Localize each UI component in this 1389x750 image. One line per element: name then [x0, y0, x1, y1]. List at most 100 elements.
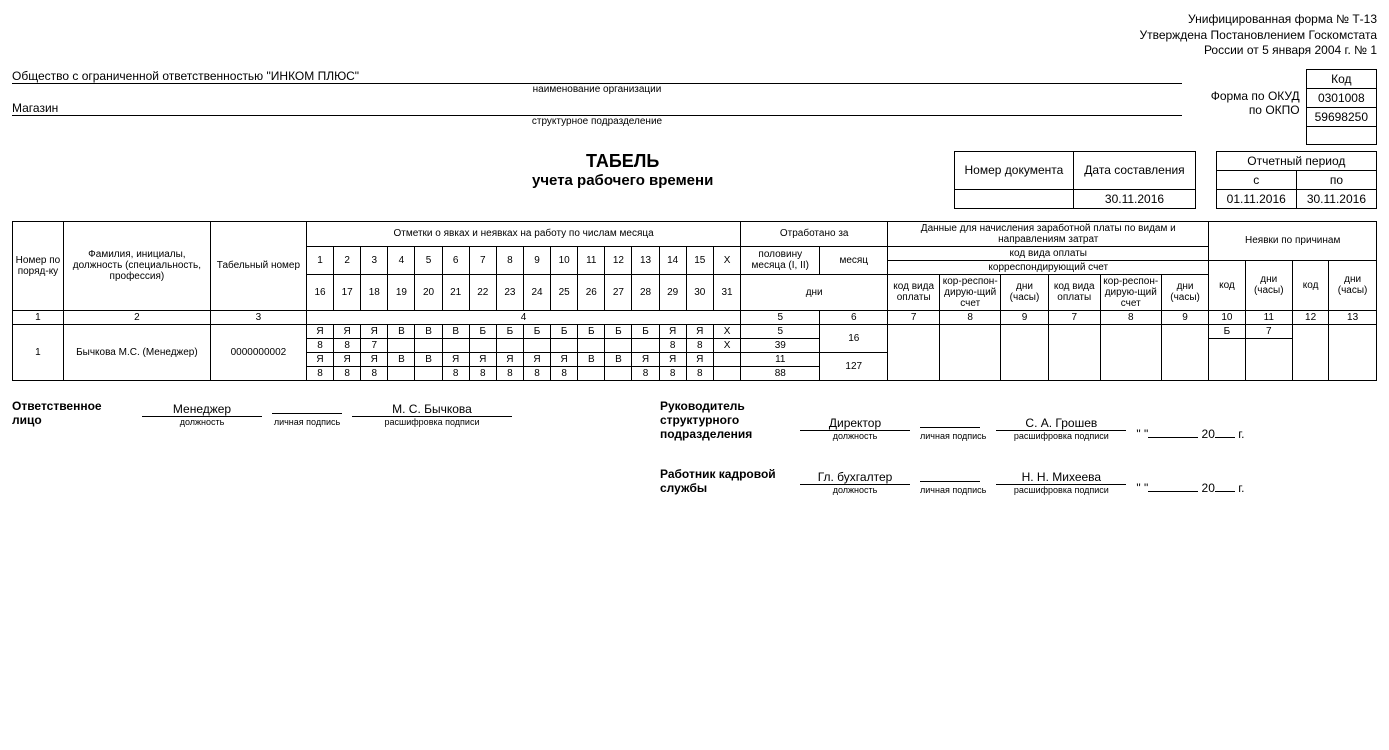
head-title: Руководитель структурного подразделения [660, 399, 790, 441]
d28: 28 [632, 274, 659, 310]
row-num: 1 [13, 324, 64, 380]
dX: X [713, 246, 740, 274]
col-4: Отметки о явках и неявках на работу по ч… [306, 221, 740, 246]
d4: 4 [388, 246, 415, 274]
title-main: ТАБЕЛЬ [532, 151, 713, 172]
col-8r: кор-респон-дирую-щий счет [1100, 274, 1161, 310]
period-from-label: с [1216, 170, 1296, 189]
d14: 14 [659, 246, 686, 274]
d24: 24 [523, 274, 550, 310]
col-1: Номер по поряд-ку [13, 221, 64, 310]
okud-label: Форма по ОКУД [1211, 89, 1306, 103]
doc-info: Номер документа Дата составления 30.11.2… [954, 151, 1378, 209]
d13: 13 [632, 246, 659, 274]
org-dept-caption: структурное подразделение [12, 116, 1182, 127]
d22: 22 [469, 274, 496, 310]
col-8: кор-респон-дирую-щий счет [940, 274, 1001, 310]
cn10: 10 [1209, 310, 1245, 324]
cn2: 2 [63, 310, 210, 324]
form-header-line3: России от 5 января 2004 г. № 1 [12, 43, 1377, 59]
d7: 7 [469, 246, 496, 274]
code-empty [1306, 126, 1376, 144]
d12: 12 [605, 246, 632, 274]
d1: 1 [306, 246, 333, 274]
head-pos: Директор [800, 416, 910, 431]
head-sign [920, 427, 980, 428]
period-label: Отчетный период [1216, 151, 1376, 170]
d23: 23 [496, 274, 523, 310]
okpo-label: по ОКПО [1211, 103, 1306, 117]
col-10-13: Неявки по причинам [1209, 221, 1377, 260]
doc-date: 30.11.2016 [1074, 189, 1195, 208]
data-row-1a: 1 Бычкова М.С. (Менеджер) 0000000002 ЯЯЯ… [13, 324, 1377, 338]
doc-date-label: Дата составления [1074, 151, 1195, 189]
hr-name: Н. Н. Михеева [996, 470, 1126, 485]
d21: 21 [442, 274, 469, 310]
period-to-label: по [1296, 170, 1376, 189]
d3: 3 [361, 246, 388, 274]
head-name: С. А. Грошев [996, 416, 1126, 431]
month-hours: 127 [820, 352, 888, 380]
col-13: дни (часы) [1329, 260, 1377, 310]
cn9b: 9 [1161, 310, 1209, 324]
hr-pos: Гл. бухгалтер [800, 470, 910, 485]
half1-hours: 39 [741, 338, 820, 352]
cn3: 3 [210, 310, 306, 324]
row-tabnum: 0000000002 [210, 324, 306, 380]
d2: 2 [334, 246, 361, 274]
col-5b: месяц [820, 246, 888, 274]
resp-title: Ответственное лицо [12, 399, 132, 427]
d5: 5 [415, 246, 442, 274]
col-7b: корреспондирующий счет [888, 260, 1209, 274]
half1-days: 5 [741, 324, 820, 338]
form-header: Унифицированная форма № Т-13 Утверждена … [12, 12, 1377, 59]
col-9: дни (часы) [1001, 274, 1048, 310]
row-name: Бычкова М.С. (Менеджер) [63, 324, 210, 380]
resp-pos: Менеджер [142, 402, 262, 417]
cn8b: 8 [1100, 310, 1161, 324]
col-5c: дни [741, 274, 888, 310]
d29: 29 [659, 274, 686, 310]
col-5a: половину месяца (I, II) [741, 246, 820, 274]
d17: 17 [334, 274, 361, 310]
codes-table: Код 0301008 59698250 [1306, 69, 1377, 145]
col-3: Табельный номер [210, 221, 306, 310]
date-field: " " 20 г. [1136, 427, 1244, 441]
period-from: 01.11.2016 [1216, 189, 1296, 208]
col-2: Фамилия, инициалы, должность (специально… [63, 221, 210, 310]
cn5: 5 [741, 310, 820, 324]
d27: 27 [605, 274, 632, 310]
d30: 30 [686, 274, 713, 310]
org-name-caption: наименование организации [12, 84, 1182, 95]
col-7r: код вида оплаты [1048, 274, 1100, 310]
org-name: Общество с ограниченной ответственностью… [12, 69, 1182, 84]
d18: 18 [361, 274, 388, 310]
resp-sign [272, 413, 342, 414]
month-days: 16 [820, 324, 888, 352]
doc-num-label: Номер документа [954, 151, 1074, 189]
abs-days: 7 [1245, 324, 1292, 338]
d20: 20 [415, 274, 442, 310]
hr-title: Работник кадровой службы [660, 467, 790, 495]
date-field-2: " " 20 г. [1136, 481, 1244, 495]
col-7a: код вида оплаты [888, 246, 1209, 260]
org-dept: Магазин [12, 101, 1182, 116]
d11: 11 [578, 246, 605, 274]
col-11: дни (часы) [1245, 260, 1292, 310]
d10: 10 [551, 246, 578, 274]
title-block: ТАБЕЛЬ учета рабочего времени [532, 151, 713, 189]
hr-sign [920, 481, 980, 482]
resp-name: М. С. Бычкова [352, 402, 512, 417]
col-10: код [1209, 260, 1245, 310]
cn4: 4 [306, 310, 740, 324]
d31: 31 [713, 274, 740, 310]
codes-title: Код [1306, 69, 1376, 88]
form-header-line2: Утверждена Постановлением Госкомстата [12, 28, 1377, 44]
okud-value: 0301008 [1306, 88, 1376, 107]
timesheet-table: Номер по поряд-ку Фамилия, инициалы, дол… [12, 221, 1377, 381]
cn7b: 7 [1048, 310, 1100, 324]
col-12: код [1293, 260, 1329, 310]
cn8: 8 [940, 310, 1001, 324]
col-5-6: Отработано за [741, 221, 888, 246]
cn9: 9 [1001, 310, 1048, 324]
